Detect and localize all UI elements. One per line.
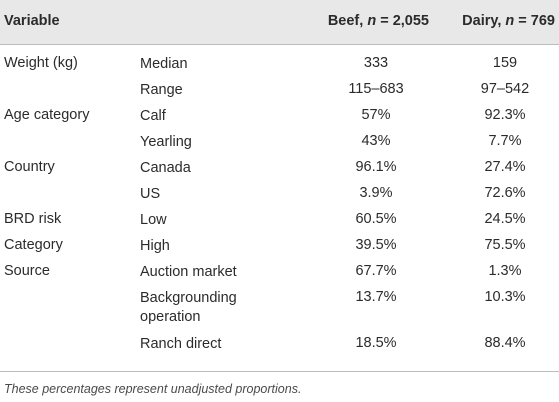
header-divider: [0, 44, 559, 45]
row-beef-value: 13.7%: [355, 289, 397, 305]
row-subcategory: Calf: [140, 108, 166, 124]
row-dairy-value: 10.3%: [484, 289, 526, 305]
header-variable: Variable: [4, 13, 60, 29]
row-beef-value: 67.7%: [355, 263, 397, 279]
row-beef-value: 115–683: [348, 81, 404, 97]
row-subcategory: Auction market: [140, 264, 237, 280]
table-row: US 3.9% 72.6%: [0, 181, 559, 207]
header-beef: Beef, n = 2,055: [328, 13, 429, 29]
row-subcategory: Range: [140, 82, 183, 98]
row-subcategory: Backgrounding operation: [140, 290, 237, 325]
row-subcategory: Median: [140, 56, 188, 72]
row-dairy-value: 27.4%: [484, 159, 526, 175]
row-dairy-value: 97–542: [480, 81, 530, 97]
row-subcategory: Ranch direct: [140, 336, 222, 352]
row-variable: Country: [4, 159, 55, 175]
row-variable: Age category: [4, 107, 90, 123]
table-row: Age category Calf 57% 92.3%: [0, 103, 559, 129]
row-beef-value: 96.1%: [355, 159, 397, 175]
row-dairy-value: 7.7%: [488, 133, 522, 149]
header-beef-n: n: [367, 13, 377, 29]
table-row: Category High 39.5% 75.5%: [0, 233, 559, 259]
table-row: Source Auction market 67.7% 1.3%: [0, 259, 559, 285]
table-row: Range 115–683 97–542: [0, 77, 559, 103]
row-subcategory: Yearling: [140, 134, 192, 150]
row-dairy-value: 88.4%: [484, 335, 526, 351]
row-beef-value: 60.5%: [355, 211, 397, 227]
table-footnote: These percentages represent unadjusted p…: [4, 382, 302, 396]
table-row: Weight (kg) Median 333 159: [0, 51, 559, 77]
row-dairy-value: 24.5%: [484, 211, 526, 227]
row-beef-value: 43%: [361, 133, 391, 149]
row-beef-value: 39.5%: [355, 237, 397, 253]
header-dairy-label: Dairy,: [462, 13, 506, 29]
table-row: Ranch direct 18.5% 88.4%: [0, 331, 559, 357]
data-table: Variable Beef, n = 2,055 Dairy, n = 769 …: [0, 0, 559, 372]
row-dairy-value: 72.6%: [484, 185, 526, 201]
row-variable: BRD risk: [4, 211, 62, 227]
row-variable: Source: [4, 263, 50, 279]
row-dairy-value: 92.3%: [484, 107, 526, 123]
header-beef-label: Beef,: [327, 13, 368, 29]
row-dairy-value: 75.5%: [484, 237, 526, 253]
row-subcategory: Canada: [140, 160, 191, 176]
header-beef-count: = 2,055: [376, 13, 429, 29]
header-dairy-n: n: [505, 13, 515, 29]
row-dairy-value: 159: [492, 55, 518, 71]
footer-divider: [0, 371, 559, 372]
header-dairy-count: = 769: [514, 13, 555, 29]
row-subcategory: Low: [140, 212, 167, 228]
table-header: Variable Beef, n = 2,055 Dairy, n = 769: [0, 0, 559, 44]
row-beef-value: 18.5%: [355, 335, 397, 351]
table-row: Country Canada 96.1% 27.4%: [0, 155, 559, 181]
table-body: Weight (kg) Median 333 159 Range 115–683 97–54…: [0, 51, 559, 357]
row-dairy-value: 1.3%: [488, 263, 522, 279]
table-row: BRD risk Low 60.5% 24.5%: [0, 207, 559, 233]
row-beef-value: 333: [363, 55, 389, 71]
row-variable: Weight (kg): [4, 55, 78, 71]
row-subcategory: US: [140, 186, 161, 202]
row-beef-value: 3.9%: [359, 185, 393, 201]
row-variable: Category: [4, 237, 63, 253]
row-subcategory: High: [140, 238, 170, 254]
table-row: Yearling 43% 7.7%: [0, 129, 559, 155]
header-dairy: Dairy, n = 769: [462, 13, 555, 29]
table-row: Backgrounding operation 13.7% 10.3%: [0, 285, 559, 331]
row-beef-value: 57%: [361, 107, 391, 123]
